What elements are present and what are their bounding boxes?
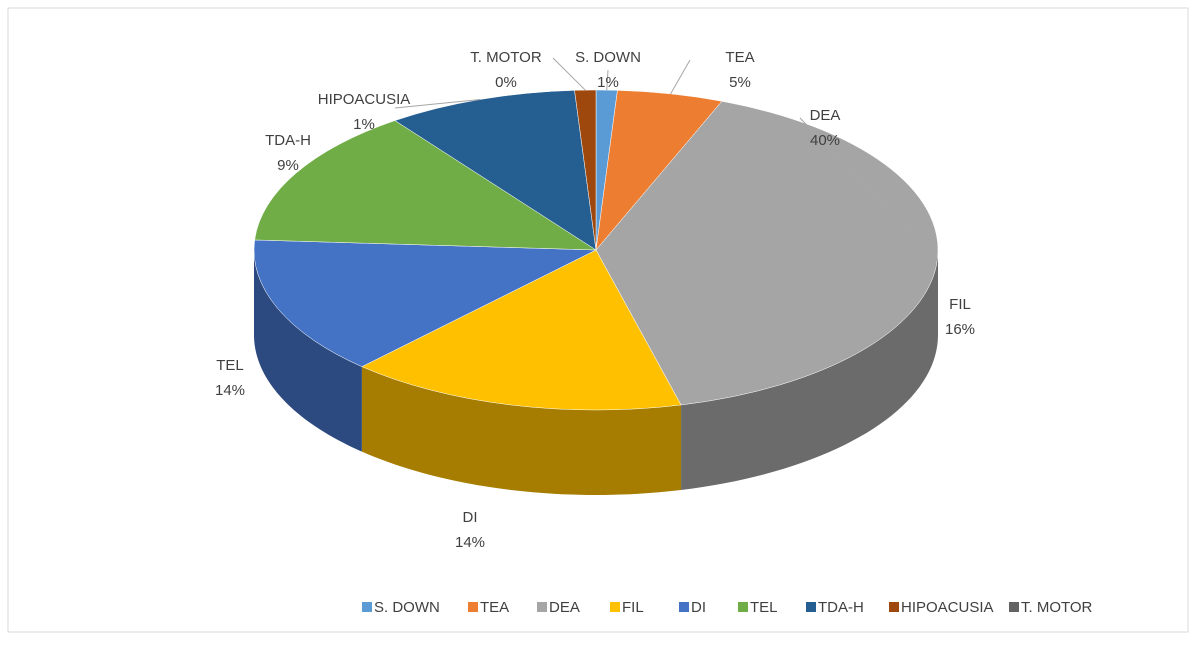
pie-slice [574,89,597,251]
leader-line [799,117,938,261]
data-label-name: DEA [810,107,841,124]
pie-slice [254,120,597,251]
data-label-value: 0% [495,74,517,91]
legend-label: DEA [549,599,580,616]
legend-label: TEL [750,599,778,616]
pie-side [254,250,362,452]
leader-line [394,98,481,109]
data-label-name: TEA [725,49,754,66]
legend-swatch [738,602,748,612]
leader-line [606,69,609,91]
data-label-value: 5% [729,74,751,91]
pie-side [681,250,938,490]
legend-label: S. DOWN [374,599,440,616]
data-label-value: 14% [215,382,245,399]
legend-swatch [537,602,547,612]
pie-side [361,366,682,495]
data-label-value: 1% [353,116,375,133]
data-label-name: T. MOTOR [470,49,542,66]
pie-slice [253,239,597,367]
data-label-name: FIL [949,296,971,313]
pie-slice [361,249,682,411]
legend-label: T. MOTOR [1021,599,1093,616]
data-label-name: TDA-H [265,132,311,149]
data-label-value: 16% [945,321,975,338]
leader-line [552,57,586,91]
data-label-name: TEL [216,357,244,374]
legend-swatch [806,602,816,612]
data-label-value: 1% [597,74,619,91]
data-label-name: HIPOACUSIA [318,91,411,108]
legend-label: DI [691,599,706,616]
data-label-value: 40% [810,132,840,149]
data-label-name: S. DOWN [575,49,641,66]
legend-swatch [889,602,899,612]
legend-label: HIPOACUSIA [901,599,994,616]
legend-swatch [1009,602,1019,612]
data-label-value: 9% [277,157,299,174]
leader-line [670,59,691,95]
legend-label: TDA-H [818,599,864,616]
legend-swatch [468,602,478,612]
legend-swatch [362,602,372,612]
data-label-name: DI [463,509,478,526]
pie-slice [394,90,597,251]
legend-label: TEA [480,599,509,616]
legend-label: FIL [622,599,644,616]
data-label-value: 14% [455,534,485,551]
legend-swatch [610,602,620,612]
legend-swatch [679,602,689,612]
